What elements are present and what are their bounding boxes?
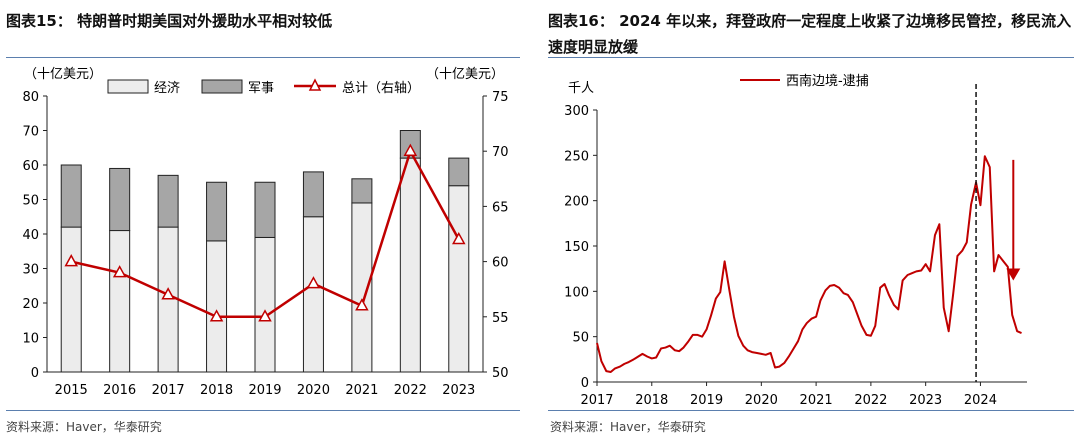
legend-label-total: 总计（右轴）	[342, 81, 420, 96]
x-tick-label: 2016	[103, 383, 136, 398]
right-chart-x-tick-label: 2021	[800, 393, 833, 408]
x-tick-label: 2015	[55, 383, 88, 398]
left-y-tick-label: 80	[22, 90, 39, 105]
right-chart-y-tick-label: 200	[564, 195, 589, 210]
right-chart-x-tick-label: 2023	[909, 393, 942, 408]
left-y-tick-label: 0	[31, 366, 39, 381]
bar-military	[351, 178, 373, 204]
total-marker	[161, 287, 175, 300]
x-tick-label: 2018	[200, 383, 233, 398]
right-chart-x-tick-label: 2024	[964, 393, 997, 408]
right-y-tick-label: 65	[492, 200, 509, 215]
left-y-tick-label: 30	[22, 263, 39, 278]
total-marker	[306, 276, 321, 289]
bar-economic	[399, 157, 421, 373]
bar-military	[157, 174, 179, 228]
right-chart-y-tick-label: 250	[564, 149, 589, 164]
left-chart-title: 图表15： 特朗普时期美国对外援助水平相对较低	[6, 12, 333, 30]
left-source-rule	[6, 410, 520, 411]
legend-label-military: 军事	[248, 81, 274, 96]
right-y-tick-label: 50	[492, 366, 509, 381]
right-source-note: 资料来源：Haver，华泰研究	[550, 420, 706, 434]
right-y-tick-label: 70	[492, 145, 509, 160]
total-marker	[112, 265, 127, 278]
right-chart-x-tick-label: 2020	[745, 393, 778, 408]
x-tick-label: 2022	[394, 383, 427, 398]
left-y-tick-label: 50	[22, 194, 39, 209]
left-y-axis-label: （十亿美元）	[24, 67, 102, 82]
right-y-tick-label: 55	[492, 311, 509, 326]
total-marker	[452, 231, 466, 245]
right-y-axis-label: （十亿美元）	[426, 67, 504, 82]
x-tick-label: 2023	[442, 383, 475, 398]
bar-economic	[109, 230, 131, 373]
x-tick-label: 2021	[345, 383, 378, 398]
x-tick-label: 2019	[248, 383, 281, 398]
right-chart-x-tick-label: 2017	[580, 393, 613, 408]
bar-economic	[60, 226, 82, 373]
legend-label-arrests: 西南边境-逮捕	[786, 73, 869, 89]
right-chart: 千人 西南边境-逮捕 0 50 100 150 200 250 300 2017 2018 201…	[564, 73, 1027, 408]
left-chart: （十亿美元） （十亿美元） 0 10 20 30 40 50 60 70 80 50 55 60 65 7…	[22, 67, 509, 398]
bar-economic	[448, 185, 470, 373]
legend-label-economic: 经济	[154, 81, 180, 96]
left-y-tick-label: 40	[22, 228, 39, 243]
total-marker	[355, 298, 369, 311]
arrests-line	[596, 155, 1022, 374]
left-y-tick-label: 70	[22, 125, 39, 140]
right-y-tick-label: 75	[492, 90, 509, 105]
right-y-tick-label: 60	[492, 256, 509, 271]
bar-military	[60, 164, 82, 228]
left-y-tick-label: 20	[22, 297, 39, 312]
total-marker	[403, 143, 418, 156]
bar-economic	[206, 240, 228, 373]
decline-arrow-head	[1006, 268, 1021, 281]
right-chart-y-tick-label: 0	[581, 376, 589, 391]
right-chart-y-tick-label: 300	[564, 104, 589, 119]
right-chart-y-unit: 千人	[568, 81, 594, 96]
total-marker	[64, 254, 78, 267]
bar-economic	[302, 216, 324, 373]
right-source-rule	[548, 410, 1074, 411]
left-source-note: 资料来源：Haver，华泰研究	[6, 420, 162, 434]
right-chart-x-tick-label: 2018	[635, 393, 668, 408]
bar-economic	[254, 236, 276, 373]
right-chart-y-tick-label: 50	[572, 331, 589, 346]
total-marker	[209, 309, 224, 322]
legend-marker-total	[308, 78, 322, 91]
bar-military	[448, 157, 470, 187]
bar-military	[254, 181, 276, 238]
left-y-tick-label: 10	[22, 332, 39, 347]
right-chart-x-tick-label: 2022	[854, 393, 887, 408]
total-marker	[258, 309, 272, 322]
bar-military	[302, 171, 324, 218]
left-title-rule	[6, 57, 520, 58]
bar-military	[109, 167, 131, 232]
right-chart-title: 图表16： 2024 年以来，拜登政府一定程度上收紧了边境移民管控，移民流入速度…	[548, 12, 1072, 56]
x-tick-label: 2020	[297, 383, 330, 398]
legend-swatch-military	[201, 79, 243, 94]
right-title-rule	[548, 57, 1074, 58]
left-y-tick-label: 60	[22, 159, 39, 174]
x-tick-label: 2017	[152, 383, 185, 398]
bar-economic	[157, 226, 179, 373]
legend-swatch-economic	[107, 79, 149, 94]
bar-military	[206, 181, 228, 242]
right-chart-y-tick-label: 100	[564, 285, 589, 300]
right-chart-x-tick-label: 2019	[690, 393, 723, 408]
right-chart-y-tick-label: 150	[564, 240, 589, 255]
